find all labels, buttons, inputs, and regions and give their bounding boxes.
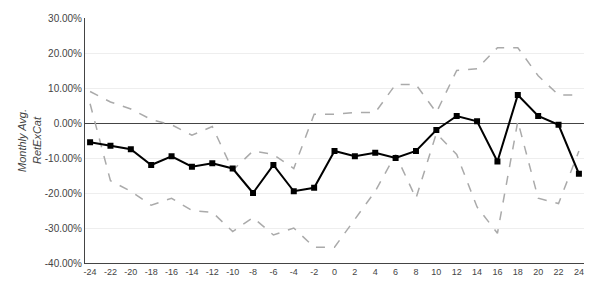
svg-text:0.00%: 0.00% xyxy=(54,118,82,129)
svg-text:20: 20 xyxy=(533,267,543,277)
svg-text:8: 8 xyxy=(413,267,418,277)
svg-text:16: 16 xyxy=(492,267,502,277)
svg-text:10.00%: 10.00% xyxy=(48,83,82,94)
svg-text:0: 0 xyxy=(332,267,337,277)
svg-text:-2: -2 xyxy=(310,267,318,277)
svg-text:30.00%: 30.00% xyxy=(48,13,82,24)
svg-text:-16: -16 xyxy=(165,267,178,277)
svg-text:-10.00%: -10.00% xyxy=(45,153,82,164)
svg-text:14: 14 xyxy=(472,267,482,277)
svg-text:22: 22 xyxy=(554,267,564,277)
svg-text:6: 6 xyxy=(393,267,398,277)
svg-text:-20.00%: -20.00% xyxy=(45,188,82,199)
svg-text:-24: -24 xyxy=(84,267,97,277)
svg-text:-30.00%: -30.00% xyxy=(45,223,82,234)
svg-text:-40.00%: -40.00% xyxy=(45,258,82,269)
svg-text:12: 12 xyxy=(452,267,462,277)
svg-text:-22: -22 xyxy=(104,267,117,277)
svg-text:20.00%: 20.00% xyxy=(48,48,82,59)
svg-text:4: 4 xyxy=(373,267,378,277)
svg-text:-18: -18 xyxy=(145,267,158,277)
svg-text:-6: -6 xyxy=(269,267,277,277)
svg-text:-20: -20 xyxy=(124,267,137,277)
svg-text:-12: -12 xyxy=(206,267,219,277)
svg-text:-10: -10 xyxy=(226,267,239,277)
svg-text:Monthly Avg.RetExCat: Monthly Avg.RetExCat xyxy=(16,109,42,172)
svg-text:10: 10 xyxy=(431,267,441,277)
svg-text:2: 2 xyxy=(352,267,357,277)
svg-text:-8: -8 xyxy=(249,267,257,277)
svg-text:-4: -4 xyxy=(290,267,298,277)
svg-text:18: 18 xyxy=(513,267,523,277)
svg-text:-14: -14 xyxy=(185,267,198,277)
svg-text:24: 24 xyxy=(574,267,584,277)
